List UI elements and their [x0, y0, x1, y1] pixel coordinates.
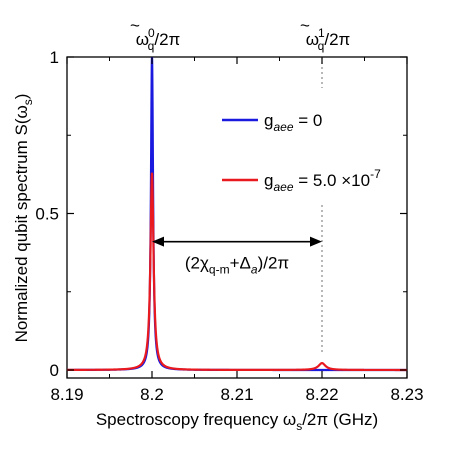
y-axis-title: Normalized qubit spectrum S(ωs): [12, 94, 35, 343]
x-tick-label: 8.23: [390, 385, 423, 404]
series-layer: [67, 56, 407, 372]
peak0-label-tilde: ~: [130, 16, 140, 35]
y-tick-label: 0.5: [35, 205, 59, 224]
x-tick-label: 8.22: [305, 385, 338, 404]
series-line-0: [67, 56, 407, 372]
legend-label-1: gaee = 5.0 ×10-7: [264, 167, 381, 194]
y-tick-label: 0: [50, 361, 59, 380]
legend-label-0: gaee = 0: [264, 111, 322, 134]
x-tick-label: 8.19: [50, 385, 83, 404]
x-tick-label: 8.2: [140, 385, 164, 404]
legend: gaee = 0 gaee = 5.0 ×10-7: [222, 111, 381, 194]
peak0-label: ω0 q/2π: [136, 26, 181, 53]
plot-frame: [66, 56, 408, 379]
peak1-label: ω1 q/2π: [306, 26, 351, 53]
axis-ticks: 8.19 8.2 8.21 8.22 8.23 0 0.5 1: [35, 48, 423, 404]
x-tick-label: 8.21: [220, 385, 253, 404]
series-line-1: [67, 172, 407, 372]
arrow-label: (2χq-m+Δa)/2π: [185, 254, 289, 277]
y-tick-label: 1: [50, 48, 59, 67]
chi-arrow: [152, 236, 322, 247]
peak1-label-tilde: ~: [300, 16, 310, 35]
x-axis-title: Spectroscopy frequency ωs/2π (GHz): [96, 410, 378, 433]
arrow-head-left: [152, 236, 164, 247]
arrow-head-right: [310, 236, 322, 247]
